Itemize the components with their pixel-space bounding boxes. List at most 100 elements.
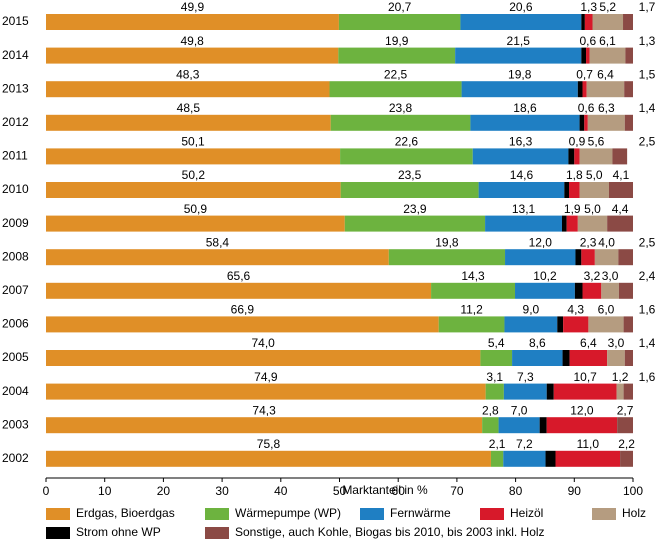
value-label: 74,9	[254, 370, 278, 384]
value-label: 6,4	[597, 67, 614, 81]
value-label: 65,6	[227, 269, 251, 283]
bar-segment	[579, 114, 585, 131]
value-label: 2,4	[639, 269, 656, 283]
y-tick-label: 2010	[2, 182, 29, 196]
bar-segment	[577, 215, 608, 232]
bar-segment	[46, 47, 339, 64]
value-label: 11,0	[577, 437, 600, 451]
bar-segment	[569, 182, 580, 198]
x-tick-label: 60	[392, 484, 406, 498]
value-label: 6,0	[598, 303, 615, 317]
value-label: 23,8	[389, 101, 413, 115]
legend-label: Holz	[622, 506, 646, 520]
y-tick-label: 2005	[2, 350, 29, 364]
legend-swatch	[205, 527, 229, 539]
value-label: 49,9	[181, 0, 205, 14]
bar-segment	[470, 114, 580, 131]
bar-segment	[46, 282, 432, 299]
x-tick-label: 0	[43, 484, 50, 498]
bar-segment	[46, 383, 486, 400]
x-tick-label: 100	[623, 484, 643, 498]
bar-segment	[584, 114, 588, 131]
bar-segment	[623, 14, 633, 30]
bar-segment	[564, 182, 570, 198]
y-tick-label: 2007	[2, 283, 29, 297]
x-tick-label: 50	[333, 484, 347, 498]
bar-segment	[46, 182, 341, 198]
bar-segment	[503, 383, 547, 400]
bar-segment	[438, 316, 505, 333]
bar-segment	[512, 350, 563, 366]
legend-label: Fernwärme	[390, 506, 451, 520]
value-label: 0,6	[579, 34, 596, 48]
bar-segment	[612, 148, 628, 165]
bar-segment	[338, 14, 461, 30]
bar-segment	[581, 47, 587, 64]
bar-segment	[562, 350, 570, 366]
x-tick-label: 40	[274, 484, 288, 498]
value-label: 48,5	[177, 101, 201, 115]
bar-segment	[388, 249, 506, 266]
value-label: 1,7	[639, 0, 656, 14]
bar-segment	[617, 417, 633, 434]
bar-segment	[623, 316, 633, 333]
value-label: 1,3	[580, 0, 597, 14]
value-label: 6,1	[599, 34, 616, 48]
bar-segment	[582, 282, 602, 299]
bar-segment	[46, 249, 389, 266]
legend-label: Sonstige, auch Kohle, Biogas bis 2010, b…	[235, 525, 545, 539]
bar-segment	[575, 249, 582, 266]
value-label: 3,0	[602, 269, 619, 283]
bar-segment	[569, 350, 608, 366]
value-label: 13,1	[512, 202, 536, 216]
bar-segment	[485, 215, 562, 232]
value-label: 5,0	[586, 168, 603, 182]
legend-label: Heizöl	[510, 506, 543, 520]
bar-segment	[618, 282, 633, 299]
value-label: 1,4	[639, 336, 656, 350]
value-label: 7,0	[511, 403, 528, 417]
value-label: 12,0	[570, 403, 594, 417]
bar-segment	[584, 14, 593, 30]
value-label: 1,4	[639, 101, 656, 115]
legend-label: Erdgas, Bioerdgas	[76, 506, 175, 520]
bar-segment	[561, 215, 567, 232]
y-tick-label: 2002	[2, 451, 29, 465]
bar-segment	[579, 182, 609, 198]
value-label: 5,0	[584, 202, 601, 216]
bar-segment	[568, 148, 575, 165]
value-label: 4,4	[612, 202, 629, 216]
legend-swatch	[480, 508, 504, 520]
value-label: 5,6	[588, 135, 605, 149]
value-label: 66,9	[231, 303, 255, 317]
legend-swatch	[46, 508, 70, 520]
bar-segment	[624, 350, 633, 366]
y-tick-label: 2012	[2, 115, 29, 129]
x-tick-label: 90	[568, 484, 582, 498]
legend-swatch	[205, 508, 229, 520]
x-axis-label: Marktanteil in %	[342, 483, 428, 497]
value-label: 10,2	[533, 269, 557, 283]
bar-segment	[589, 47, 626, 64]
bar-segment	[624, 81, 633, 98]
bar-segment	[607, 215, 633, 232]
bar-segment	[480, 350, 513, 366]
value-label: 2,2	[618, 437, 635, 451]
x-tick-label: 30	[215, 484, 229, 498]
bar-segment	[539, 417, 547, 434]
value-label: 19,8	[435, 235, 459, 249]
bar-segment	[46, 14, 339, 30]
x-tick-label: 10	[98, 484, 112, 498]
value-label: 58,4	[206, 235, 230, 249]
value-label: 1,6	[639, 303, 656, 317]
value-label: 2,5	[639, 235, 656, 249]
value-label: 75,8	[257, 437, 281, 451]
value-label: 1,9	[564, 202, 581, 216]
value-label: 1,8	[566, 168, 583, 182]
y-tick-label: 2008	[2, 249, 29, 263]
value-label: 23,9	[403, 202, 427, 216]
value-label: 5,2	[599, 0, 616, 14]
bar-segment	[490, 450, 504, 467]
value-label: 6,4	[580, 336, 597, 350]
